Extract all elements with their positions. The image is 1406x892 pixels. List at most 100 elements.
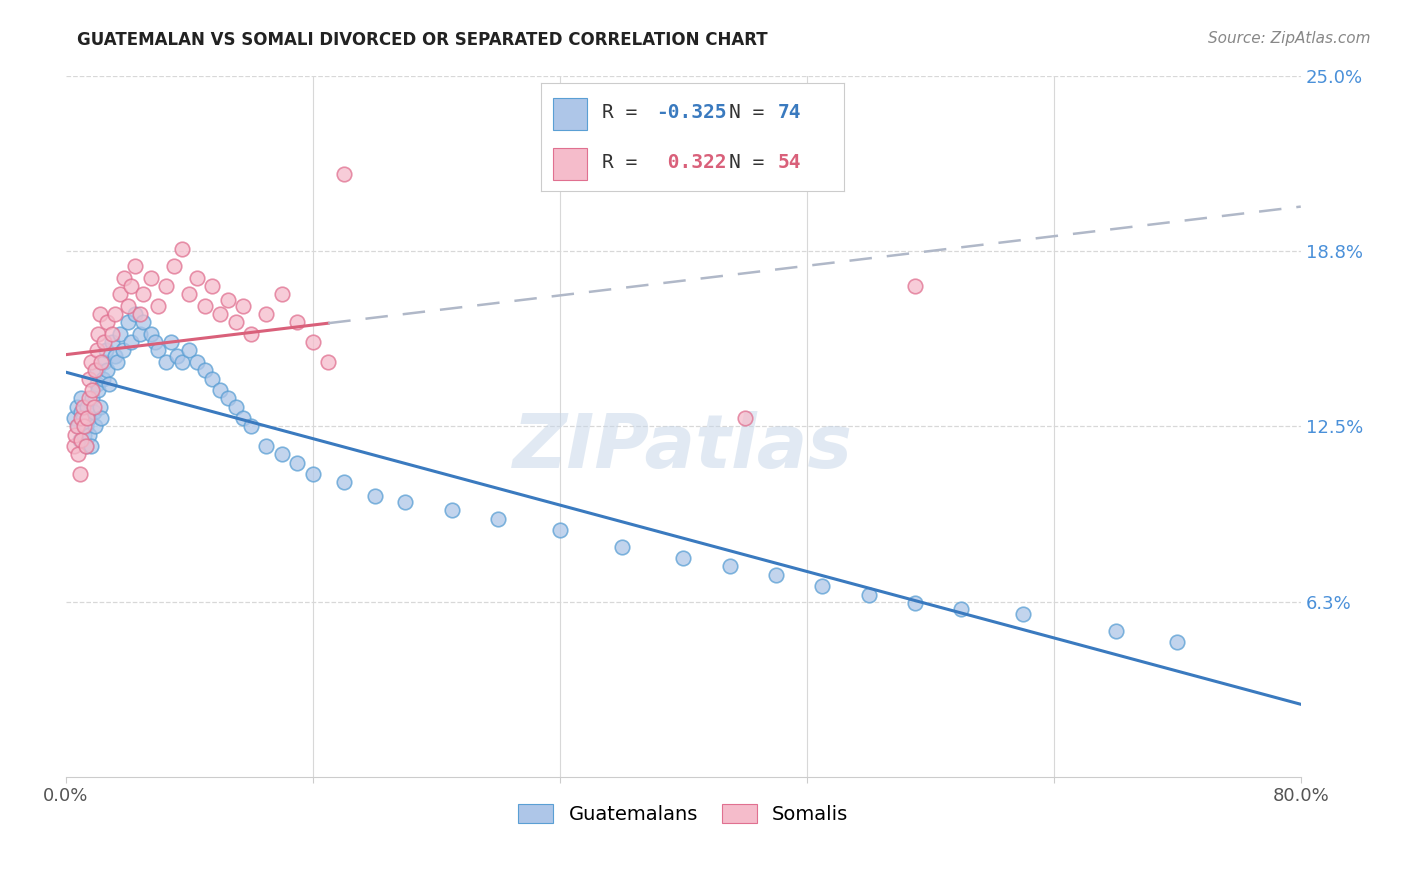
- Point: [120, 334, 142, 349]
- Point: [950, 601, 973, 615]
- Point: [86, 343, 108, 358]
- Point: [672, 551, 695, 566]
- Point: [94, 343, 117, 358]
- Point: [217, 391, 239, 405]
- Point: [108, 326, 131, 341]
- Point: [285, 315, 308, 329]
- Point: [139, 270, 162, 285]
- Point: [65, 419, 87, 434]
- Point: [209, 307, 232, 321]
- Point: [148, 299, 170, 313]
- Point: [316, 354, 339, 368]
- Point: [256, 439, 278, 453]
- Point: [72, 410, 94, 425]
- Point: [232, 410, 254, 425]
- Point: [70, 410, 93, 425]
- Point: [124, 260, 146, 274]
- Point: [148, 343, 170, 358]
- Point: [271, 287, 294, 301]
- Point: [79, 439, 101, 453]
- Point: [159, 334, 181, 349]
- Point: [67, 419, 90, 434]
- Point: [186, 354, 208, 368]
- Point: [904, 596, 927, 610]
- Point: [80, 383, 103, 397]
- Point: [166, 349, 188, 363]
- Point: [124, 307, 146, 321]
- Point: [332, 475, 354, 490]
- Point: [108, 287, 131, 301]
- Point: [75, 439, 97, 453]
- Point: [256, 307, 278, 321]
- Point: [117, 315, 139, 329]
- Point: [285, 456, 308, 470]
- Point: [76, 410, 98, 425]
- Point: [1166, 635, 1188, 649]
- Point: [129, 326, 152, 341]
- Point: [101, 326, 124, 341]
- Point: [194, 299, 217, 313]
- Point: [155, 354, 177, 368]
- Point: [394, 495, 416, 509]
- Point: [271, 447, 294, 461]
- Point: [101, 334, 124, 349]
- Point: [301, 467, 323, 481]
- Point: [548, 523, 571, 537]
- Point: [132, 315, 155, 329]
- Point: [98, 377, 121, 392]
- Point: [91, 371, 114, 385]
- Text: GUATEMALAN VS SOMALI DIVORCED OR SEPARATED CORRELATION CHART: GUATEMALAN VS SOMALI DIVORCED OR SEPARAT…: [77, 31, 768, 49]
- Point: [67, 447, 90, 461]
- Point: [1012, 607, 1035, 622]
- Point: [63, 427, 86, 442]
- Point: [301, 334, 323, 349]
- Point: [132, 287, 155, 301]
- Point: [440, 503, 463, 517]
- Point: [93, 334, 115, 349]
- Point: [163, 260, 186, 274]
- Point: [96, 315, 118, 329]
- Point: [84, 363, 107, 377]
- Point: [90, 410, 112, 425]
- Point: [155, 279, 177, 293]
- Point: [93, 354, 115, 368]
- Point: [104, 349, 127, 363]
- Point: [1104, 624, 1126, 638]
- Point: [73, 419, 96, 434]
- Point: [232, 299, 254, 313]
- Point: [75, 439, 97, 453]
- Point: [904, 279, 927, 293]
- Point: [73, 427, 96, 442]
- Point: [104, 307, 127, 321]
- Text: Source: ZipAtlas.com: Source: ZipAtlas.com: [1208, 31, 1371, 46]
- Point: [86, 377, 108, 392]
- Point: [89, 307, 111, 321]
- Point: [734, 410, 756, 425]
- Point: [72, 400, 94, 414]
- Point: [143, 334, 166, 349]
- Point: [179, 343, 201, 358]
- Point: [114, 270, 136, 285]
- Point: [70, 391, 93, 405]
- Point: [363, 489, 385, 503]
- Point: [858, 588, 880, 602]
- Point: [209, 383, 232, 397]
- Point: [84, 419, 107, 434]
- Point: [80, 391, 103, 405]
- Point: [811, 579, 834, 593]
- Point: [62, 439, 84, 453]
- Point: [217, 293, 239, 307]
- Point: [179, 287, 201, 301]
- Point: [96, 363, 118, 377]
- Point: [77, 427, 100, 442]
- Point: [111, 343, 134, 358]
- Text: ZIPatlas: ZIPatlas: [513, 410, 853, 483]
- Point: [70, 434, 93, 448]
- Point: [117, 299, 139, 313]
- Point: [765, 567, 787, 582]
- Point: [201, 371, 224, 385]
- Point: [105, 354, 128, 368]
- Point: [76, 400, 98, 414]
- Point: [89, 400, 111, 414]
- Point: [610, 540, 633, 554]
